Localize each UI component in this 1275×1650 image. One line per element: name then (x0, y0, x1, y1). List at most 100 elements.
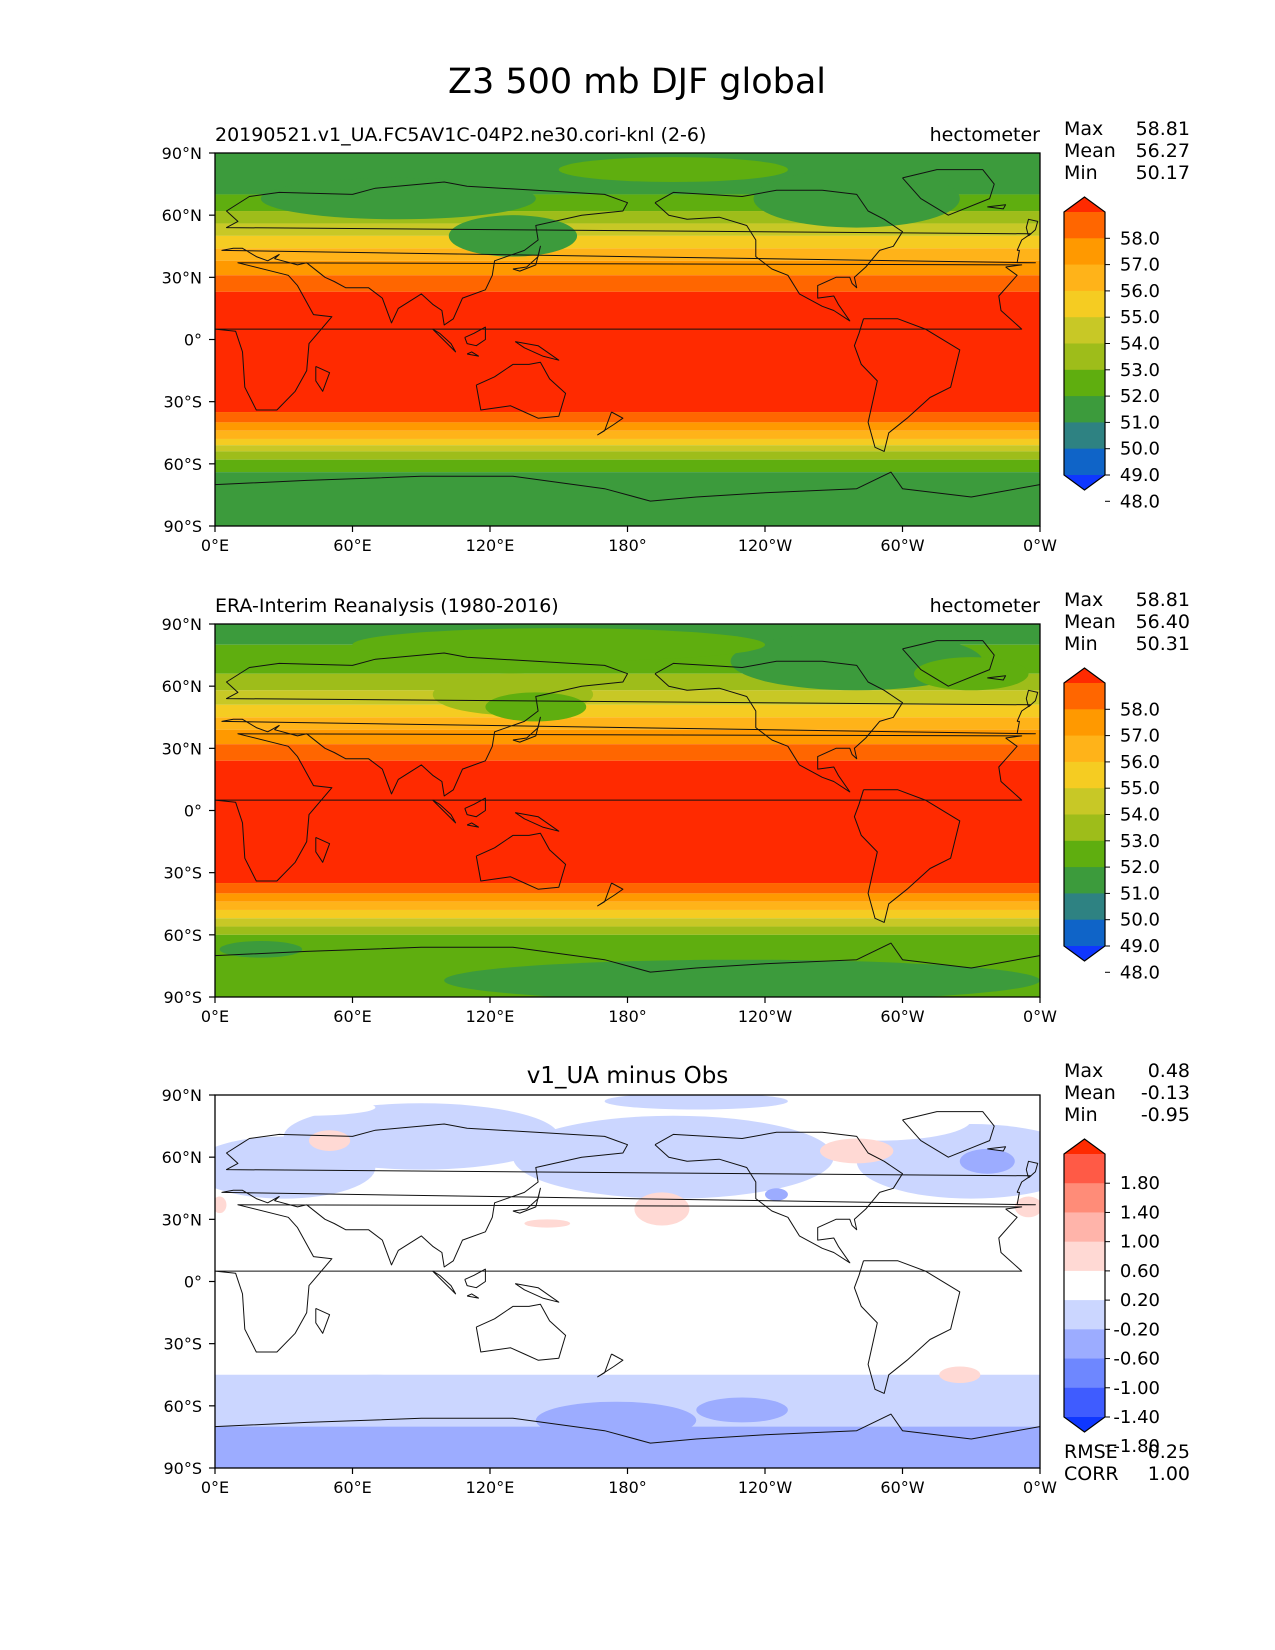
colorbar-label: 51.0 (1120, 883, 1160, 904)
coastline-2 (475, 832, 567, 890)
y-tick-label: 30°S (163, 1335, 202, 1354)
contour-region-16 (535, 1401, 697, 1439)
coastline-1 (221, 181, 1036, 326)
x-tick-label: 180° (608, 1007, 647, 1026)
y-tick-label: 30°S (163, 864, 202, 883)
colorbar-extend-min (1064, 475, 1105, 490)
contour-band-3 (215, 223, 1040, 236)
coastline-6 (215, 471, 1040, 502)
colorbar-label: -1.80 (1113, 1436, 1160, 1457)
x-tick-label: 120°W (738, 1007, 793, 1026)
colorbar-swatch-5 (1064, 1300, 1105, 1330)
stat-value-max: 0.48 (1148, 1060, 1190, 1082)
coastline-9 (432, 1270, 457, 1295)
stat-value-mean: 56.27 (1136, 140, 1190, 162)
colorbar: 58.0 57.0 56.0 55.0 54.0 53.0 52.0 51.0 50.0 49.0… (1063, 667, 1160, 983)
figure-title: Z3 500 mb DJF global (448, 62, 826, 102)
colorbar-label: 49.0 (1120, 465, 1160, 486)
panel-diff: v1_UA minus Obs 0°E 60°E 120°E 180° 120°W 60°W… (162, 1060, 1190, 1497)
contour-region-3 (856, 1124, 1040, 1199)
colorbar-swatch-4 (1064, 317, 1105, 344)
y-tick-label: 90°S (163, 988, 202, 1007)
panel-units: hectometer (930, 124, 1041, 146)
contour-band-13 (215, 918, 1040, 927)
y-tick-label: 30°N (162, 268, 202, 287)
x-tick-label: 120°W (738, 536, 793, 555)
x-tick-label: 0°W (1023, 536, 1057, 555)
colorbar-swatch-3 (1064, 761, 1105, 789)
coastline-14 (315, 365, 331, 392)
contour-band-16 (215, 472, 1040, 526)
colorbar-label: 58.0 (1120, 699, 1160, 720)
colorbar-swatch-7 (1064, 867, 1105, 894)
map-field (215, 1095, 1040, 1468)
y-tick-label: 90°S (163, 1459, 202, 1478)
contour-region-2 (753, 169, 960, 228)
colorbar: 1.80 1.40 1.00 0.60 0.20 -0.20 -0.60 -1.00 -1.40… (1063, 1138, 1160, 1457)
stat-label-min: Min (1064, 633, 1098, 655)
coastline-9 (432, 799, 457, 824)
colorbar-swatch-0 (1064, 683, 1105, 710)
coastline-14 (315, 1307, 331, 1334)
contour-band-9 (215, 883, 1040, 894)
y-tick-label: 60°N (162, 1148, 202, 1167)
contour-region-11 (524, 1219, 571, 1228)
coastline-12 (514, 341, 560, 361)
coastline-11 (464, 1268, 486, 1289)
contour-band-11 (215, 430, 1040, 439)
coastline-10 (466, 351, 479, 357)
coastline-4 (853, 789, 961, 923)
stat-value-corr: 1.00 (1148, 1463, 1190, 1485)
colorbar-swatch-5 (1064, 814, 1105, 842)
y-tick-label: 60°N (162, 677, 202, 696)
colorbar-label: 1.40 (1120, 1202, 1160, 1223)
contour-band-3 (215, 690, 1040, 705)
colorbar-swatch-4 (1064, 788, 1105, 815)
x-tick-label: 0°E (201, 1007, 229, 1026)
contour-band-14 (215, 451, 1040, 460)
colorbar-label: 1.80 (1120, 1173, 1160, 1194)
x-tick-label: 60°E (333, 1478, 371, 1497)
coastline-3 (654, 1131, 903, 1264)
coastline-6 (215, 942, 1040, 973)
coastline-4 (853, 1260, 961, 1394)
contour-band-5 (215, 248, 1040, 261)
colorbar-swatch-3 (1064, 1241, 1105, 1272)
coastline-1 (221, 1123, 1036, 1268)
colorbar-label: 50.0 (1120, 439, 1160, 460)
y-tick-label: 60°S (163, 1397, 202, 1416)
panel-test: 20190521.v1_UA.FC5AV1C-04P2.ne30.cori-kn… (162, 118, 1190, 555)
y-tick-label: 30°N (162, 1210, 202, 1229)
colorbar-label: 1.00 (1120, 1232, 1160, 1253)
x-tick-label: 0°W (1023, 1478, 1057, 1497)
colorbar-label: 48.0 (1120, 491, 1160, 512)
colorbar-swatch-8 (1064, 422, 1105, 450)
colorbar-label: 0.20 (1120, 1290, 1160, 1311)
contour-band-4 (215, 704, 1040, 718)
colorbar-extend-max (1064, 668, 1105, 683)
contour-band-15 (215, 459, 1040, 473)
contour-band-12 (215, 438, 1040, 446)
contour-region-1 (485, 692, 587, 722)
coastline-11 (464, 326, 486, 347)
colorbar-label: 57.0 (1120, 255, 1160, 276)
colorbar-label: 57.0 (1120, 726, 1160, 747)
colorbar-swatch-7 (1064, 396, 1105, 423)
contour-region-10 (634, 1192, 690, 1226)
x-tick-label: 180° (608, 536, 647, 555)
stat-label-mean: Mean (1064, 1082, 1116, 1104)
contour-region-5 (219, 941, 303, 958)
coastline-15 (987, 675, 1007, 681)
panel-ref: ERA-Interim Reanalysis (1980-2016) hectom… (162, 589, 1190, 1026)
coastlines (215, 169, 1040, 502)
contour-region-13 (1014, 1196, 1040, 1218)
contour-region-4 (959, 1148, 1015, 1174)
colorbar-swatch-1 (1064, 1183, 1105, 1213)
coastline-13 (597, 882, 624, 907)
y-tick-label: 90°S (163, 517, 202, 536)
contour-band-8 (215, 291, 1040, 413)
colorbar-label: 52.0 (1120, 857, 1160, 878)
contour-band-14 (215, 926, 1040, 935)
map-field (215, 153, 1040, 526)
